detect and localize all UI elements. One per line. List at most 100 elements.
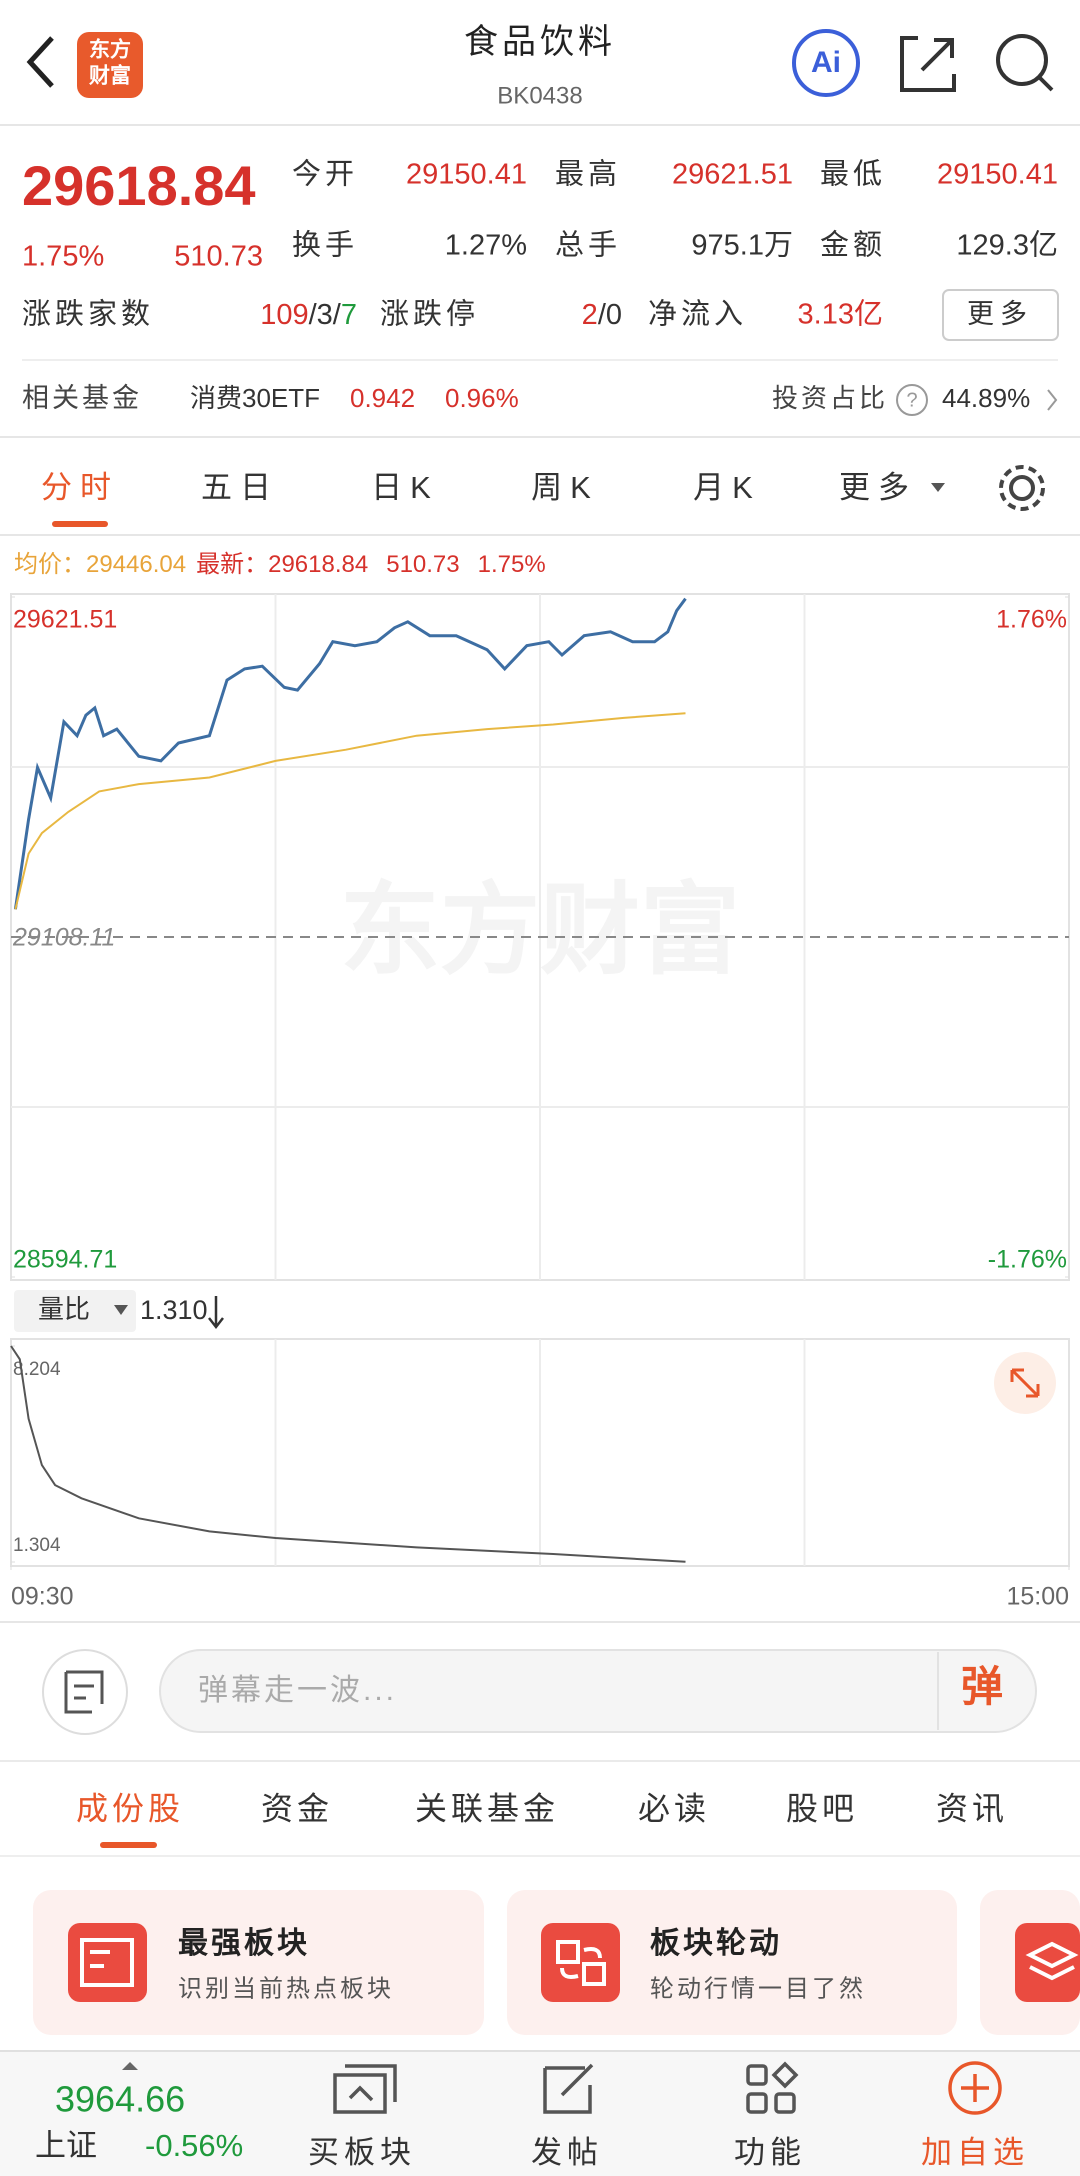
- nav-label[interactable]: 功能: [734, 2135, 806, 2170]
- label: 投资占比: [772, 383, 888, 413]
- expand-arrow: [122, 2062, 138, 2070]
- search-button[interactable]: [996, 34, 1054, 92]
- ai-button[interactable]: [792, 29, 860, 97]
- nav-icon: [543, 2063, 594, 2114]
- feature-card[interactable]: [33, 1890, 484, 2035]
- label: 金额: [820, 229, 886, 262]
- y-tick-label: 29108.11: [12, 924, 115, 952]
- share-button[interactable]: [900, 36, 956, 92]
- back-button[interactable]: [26, 36, 54, 88]
- danmaku-toggle[interactable]: [42, 1649, 128, 1735]
- label: 涨跌停: [380, 298, 479, 331]
- nav-icon: [333, 2064, 397, 2114]
- danmaku-icon: [64, 1670, 104, 1714]
- period-tab[interactable]: 月K: [693, 470, 761, 505]
- index-value[interactable]: 3964.66: [55, 2079, 185, 2120]
- card-icon-glyph: [556, 1940, 606, 1986]
- more-label: 更多: [967, 299, 1033, 329]
- section-tab[interactable]: 股吧: [786, 1790, 858, 1826]
- up-count: 109: [260, 299, 308, 331]
- logo-text: 财富: [89, 64, 131, 88]
- fund-price: 0.942: [350, 383, 415, 413]
- value: 3.13亿: [798, 298, 883, 331]
- change: 510.73: [174, 241, 263, 273]
- help-mark: ?: [906, 389, 917, 411]
- chevron: [1047, 389, 1058, 411]
- value: 29621.51: [672, 159, 793, 191]
- label: 相关基金: [22, 383, 142, 413]
- indicator-value: 1.310: [140, 1295, 208, 1325]
- card-subtitle: 轮动行情一目了然: [650, 1975, 866, 2002]
- ai-label: Ai: [811, 46, 841, 79]
- card-subtitle: 识别当前热点板块: [178, 1975, 394, 2002]
- help-icon[interactable]: [896, 384, 928, 416]
- series-line: [10, 1345, 686, 1563]
- x-tick-label: 09:30: [11, 1583, 74, 1611]
- section-tab[interactable]: 关联基金: [415, 1790, 559, 1826]
- fund-change: 0.96%: [445, 383, 519, 413]
- comment-input[interactable]: [159, 1649, 1037, 1733]
- period-tab[interactable]: 日K: [371, 470, 439, 505]
- nav-icon: [746, 2061, 799, 2114]
- period-tab[interactable]: 更多: [839, 470, 917, 505]
- weight: 44.89%: [942, 383, 1030, 413]
- index-name: 上证: [35, 2128, 97, 2163]
- label: 最高: [555, 158, 621, 191]
- series-line: [13, 597, 687, 910]
- section-tab[interactable]: 资讯: [936, 1790, 1008, 1826]
- period-tab[interactable]: 五日: [201, 470, 279, 505]
- send-danmaku[interactable]: 弹: [961, 1663, 1003, 1710]
- section-tab[interactable]: 资金: [261, 1790, 333, 1826]
- expand-icon: [1010, 1368, 1040, 1398]
- period-tabs: 分时 五日 日K 周K 月K 更多: [41, 470, 917, 505]
- logo: [77, 32, 143, 98]
- feature-card[interactable]: [507, 1890, 957, 2035]
- indicator-name: 量比: [38, 1294, 90, 1324]
- bottom-nav: [0, 2051, 1080, 2176]
- y-tick-label: 8.204: [13, 1359, 61, 1380]
- limit-up: 2: [582, 299, 598, 331]
- latest-change: 510.73: [386, 551, 459, 578]
- latest-pct: 1.75%: [478, 551, 546, 578]
- card-title: 板块轮动: [650, 1927, 782, 1960]
- price-chart: 29621.51 29108.11 28594.71 1.76% -1.76%: [10, 593, 1070, 1281]
- tab-indicator: [52, 521, 108, 527]
- series-line: [14, 712, 686, 910]
- nav-label[interactable]: 发帖: [531, 2135, 603, 2170]
- y-tick-label: 1.304: [13, 1535, 61, 1556]
- value: 129.3亿: [956, 229, 1058, 262]
- card-icon-glyph: [80, 1938, 134, 1987]
- avg-price: 均价：29446.04: [14, 551, 186, 578]
- label: 总手: [555, 229, 621, 262]
- value: 1.27%: [445, 230, 527, 262]
- more-button[interactable]: [942, 289, 1059, 341]
- value: 29150.41: [406, 159, 527, 191]
- latest-price: 最新：29618.84: [196, 551, 368, 578]
- period-tab[interactable]: 周K: [531, 470, 599, 505]
- label: 最低: [820, 158, 886, 191]
- down-count: 7: [341, 299, 357, 331]
- logo-text: 东方: [89, 38, 131, 62]
- card-title: 最强板块: [178, 1927, 310, 1960]
- nav-label[interactable]: 加自选: [921, 2135, 1029, 2170]
- y-tick-label: 28594.71: [13, 1246, 117, 1274]
- indicator-selector[interactable]: [14, 1290, 136, 1332]
- comment-placeholder: 弹幕走一波...: [198, 1674, 397, 1707]
- dropdown-arrow: [114, 1305, 128, 1315]
- dropdown-arrow: [931, 483, 945, 492]
- value: 975.1万: [691, 230, 793, 262]
- fund-name[interactable]: 消费30ETF: [190, 383, 320, 413]
- x-tick-label: 15:00: [1006, 1583, 1069, 1611]
- settings-button[interactable]: [999, 465, 1045, 511]
- section-tabs: 成份股 资金 关联基金 必读 股吧 资讯: [76, 1790, 1008, 1826]
- divider: [0, 1760, 1080, 1762]
- label: 今开: [292, 158, 358, 191]
- nav-label[interactable]: 买板块: [308, 2135, 416, 2170]
- nav-labels: 买板块 发帖 功能 加自选: [308, 2135, 1029, 2170]
- label: 净流入: [648, 298, 747, 331]
- code: BK0438: [497, 82, 582, 109]
- section-tab[interactable]: 必读: [638, 1790, 710, 1826]
- section-tab[interactable]: 成份股: [76, 1790, 184, 1826]
- period-tab[interactable]: 分时: [41, 470, 119, 505]
